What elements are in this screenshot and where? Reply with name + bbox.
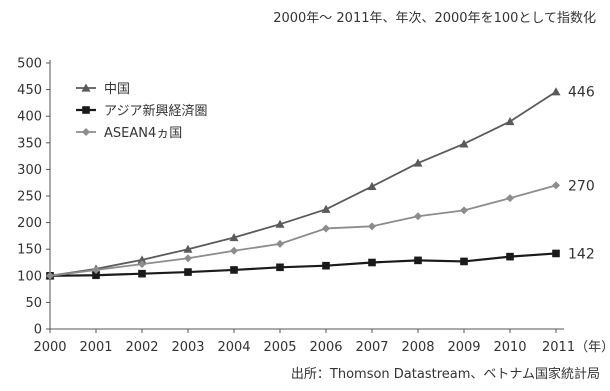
data-point bbox=[413, 158, 423, 167]
data-point bbox=[322, 224, 330, 233]
x-tick-label: 2006 bbox=[309, 340, 342, 355]
data-point bbox=[230, 266, 238, 274]
y-tick-label: 400 bbox=[17, 110, 42, 125]
legend-label: アジア新興経済圏 bbox=[104, 103, 207, 119]
y-tick-label: 500 bbox=[17, 57, 42, 72]
data-point bbox=[92, 271, 100, 280]
data-point bbox=[138, 260, 146, 269]
x-tick-label: 2008 bbox=[401, 340, 434, 355]
series-line bbox=[49, 252, 557, 277]
data-point bbox=[368, 258, 376, 267]
y-tick-label: 0 bbox=[34, 323, 42, 338]
x-tick-label: 2000 bbox=[33, 340, 66, 355]
data-point bbox=[229, 232, 239, 242]
x-tick-label: 2010 bbox=[493, 340, 526, 355]
data-point bbox=[230, 246, 238, 255]
chart-source: 出所：Thomson Datastream、ベトナム国家統計局 bbox=[290, 367, 600, 382]
series-line bbox=[49, 184, 557, 277]
series-end-label: 446 bbox=[568, 85, 595, 101]
data-point bbox=[460, 206, 468, 215]
y-tick-label: 100 bbox=[17, 269, 42, 284]
x-tick-label: 2011（年） bbox=[542, 340, 610, 355]
legend-marker bbox=[82, 128, 90, 136]
x-tick-label: 2005 bbox=[263, 340, 296, 355]
data-point bbox=[276, 263, 284, 272]
y-tick-label: 350 bbox=[17, 136, 42, 151]
chart-axes: 0 50 100 150 200 250 300 350 400 450 500 2000 2001 20… bbox=[17, 57, 610, 356]
data-point bbox=[92, 265, 100, 274]
data-point bbox=[552, 249, 560, 258]
y-tick-label: 150 bbox=[17, 243, 42, 258]
legend-marker bbox=[82, 106, 90, 114]
data-point bbox=[506, 252, 514, 261]
legend-label: 中国 bbox=[104, 82, 130, 97]
data-point bbox=[552, 181, 560, 190]
series-layer: 446 142 270 bbox=[45, 85, 595, 280]
data-point bbox=[46, 271, 54, 280]
y-tick-label: 50 bbox=[25, 296, 42, 311]
x-tick-label: 2007 bbox=[355, 340, 388, 355]
series-end-label: 270 bbox=[568, 178, 595, 194]
data-point bbox=[414, 256, 422, 265]
x-tick-label: 2009 bbox=[447, 340, 480, 355]
data-point bbox=[321, 204, 331, 213]
x-tick-label: 2003 bbox=[171, 340, 204, 355]
data-point bbox=[368, 222, 376, 231]
x-tick-label: 2001 bbox=[79, 340, 112, 355]
data-point bbox=[137, 255, 147, 264]
data-point bbox=[276, 239, 284, 248]
legend-marker bbox=[81, 83, 91, 92]
legend-label: ASEAN4ヵ国 bbox=[104, 126, 182, 141]
data-point bbox=[459, 139, 469, 148]
data-point bbox=[414, 212, 422, 221]
data-point bbox=[275, 219, 285, 228]
data-point bbox=[184, 254, 192, 263]
x-tick-label: 2002 bbox=[125, 340, 158, 355]
data-point bbox=[551, 87, 561, 96]
y-tick-label: 300 bbox=[17, 163, 42, 178]
data-point bbox=[460, 257, 468, 266]
series-line bbox=[49, 90, 557, 277]
y-tick-label: 450 bbox=[17, 83, 42, 98]
chart-subtitle: 2000年〜 2011年、年次、2000年を100として指数化 bbox=[273, 11, 596, 26]
data-point bbox=[138, 269, 146, 278]
y-tick-label: 250 bbox=[17, 190, 42, 205]
data-point bbox=[367, 181, 377, 191]
data-point bbox=[184, 268, 192, 276]
series-end-label: 142 bbox=[568, 246, 595, 262]
x-tick-label: 2004 bbox=[217, 340, 250, 355]
data-point bbox=[183, 244, 193, 253]
data-point bbox=[506, 194, 514, 203]
y-tick-label: 200 bbox=[17, 216, 42, 231]
data-point bbox=[505, 117, 515, 126]
data-point bbox=[322, 261, 330, 270]
